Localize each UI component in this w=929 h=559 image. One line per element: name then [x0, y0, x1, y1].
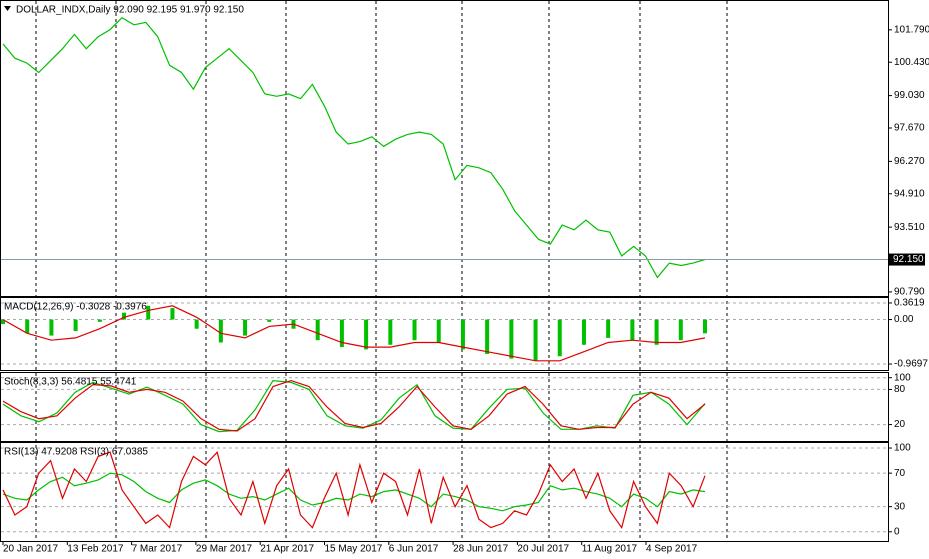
histogram-bar	[485, 319, 490, 354]
histogram-bar	[654, 319, 659, 345]
histogram-bar	[630, 319, 635, 341]
panel-frame	[0, 297, 889, 371]
y-tick-label: 0	[894, 526, 900, 537]
histogram-bar	[533, 319, 538, 361]
panel-title: DOLLAR_INDX,Daily 92.090 92.195 91.970 9…	[16, 5, 244, 16]
indicator-line	[2, 450, 706, 530]
histogram-bar	[606, 319, 611, 338]
histogram-bar	[581, 319, 586, 345]
histogram-bar	[1, 319, 5, 325]
x-tick-label: 29 Mar 2017	[196, 544, 253, 555]
y-tick-label: 100	[894, 443, 911, 454]
x-tick-label: 20 Jan 2017	[3, 544, 58, 555]
current-price-label: 92.150	[893, 254, 924, 265]
histogram-bar	[49, 319, 54, 336]
panel-frame	[0, 372, 889, 442]
panel-title: Stoch(8,3,3) 56.4815 55.4741	[4, 377, 137, 388]
histogram-bar	[243, 319, 248, 336]
indicator-line	[2, 472, 706, 512]
y-tick-label: 20	[894, 419, 906, 430]
panel-frame	[0, 442, 889, 542]
histogram-bar	[436, 319, 441, 343]
panel-title: MACD(12,26,9) -0.3028 -0.3976	[4, 302, 147, 313]
x-tick-label: 11 Aug 2017	[582, 544, 638, 555]
y-tick-label: 94.910	[894, 188, 925, 199]
indicator-line	[2, 305, 706, 362]
histogram-bar	[146, 305, 151, 320]
panel-frame	[0, 0, 889, 297]
x-tick-label: 13 Feb 2017	[67, 544, 124, 555]
histogram-bar	[339, 319, 344, 348]
x-tick-label: 15 May 2017	[325, 544, 383, 555]
y-tick-label: 100	[894, 372, 911, 383]
histogram-bar	[703, 319, 707, 334]
x-tick-label: 6 Jun 2017	[389, 544, 439, 555]
current-price-tag	[889, 253, 925, 266]
y-tick-label: 0.00	[894, 314, 914, 325]
x-tick-label: 7 Mar 2017	[132, 544, 183, 555]
histogram-bar	[25, 319, 30, 334]
y-tick-label: 101.790	[894, 24, 929, 35]
x-tick-label: 4 Sep 2017	[646, 544, 698, 555]
indicator-line	[2, 379, 706, 433]
price-line	[2, 16, 706, 279]
y-tick-label: 99.030	[894, 90, 925, 101]
x-tick-label: 20 Jul 2017	[517, 544, 569, 555]
histogram-bar	[218, 319, 223, 343]
histogram-bar	[73, 319, 78, 332]
y-tick-label: 93.510	[894, 222, 925, 233]
y-tick-label: -0.9697	[894, 359, 928, 370]
histogram-bar	[315, 319, 320, 341]
histogram-bar	[267, 319, 272, 322]
x-tick-label: 28 Jun 2017	[453, 544, 508, 555]
histogram-bar	[412, 319, 417, 341]
histogram-bar	[170, 308, 175, 320]
y-tick-label: 100.430	[894, 57, 929, 68]
histogram-bar	[509, 319, 514, 359]
histogram-bar	[557, 319, 562, 357]
y-tick-label: 90.790	[894, 287, 925, 298]
y-tick-label: 70	[894, 468, 906, 479]
y-tick-label: 97.670	[894, 123, 925, 134]
indicator-line	[2, 379, 706, 432]
y-tick-label: 30	[894, 501, 906, 512]
panel-title: RSI(13) 47.9208 RSI(3) 67.0385	[4, 447, 148, 458]
x-tick-label: 21 Apr 2017	[260, 544, 314, 555]
histogram-bar	[460, 319, 465, 350]
histogram-bar	[388, 319, 393, 345]
histogram-bar	[194, 319, 199, 329]
menu-triangle	[4, 6, 11, 11]
y-tick-label: 96.270	[894, 156, 925, 167]
histogram-bar	[97, 319, 102, 322]
y-tick-label: 0.3619	[894, 298, 925, 309]
histogram-bar	[122, 312, 127, 320]
histogram-bar	[364, 319, 369, 350]
y-tick-label: 80	[894, 384, 906, 395]
histogram-bar	[678, 319, 683, 341]
